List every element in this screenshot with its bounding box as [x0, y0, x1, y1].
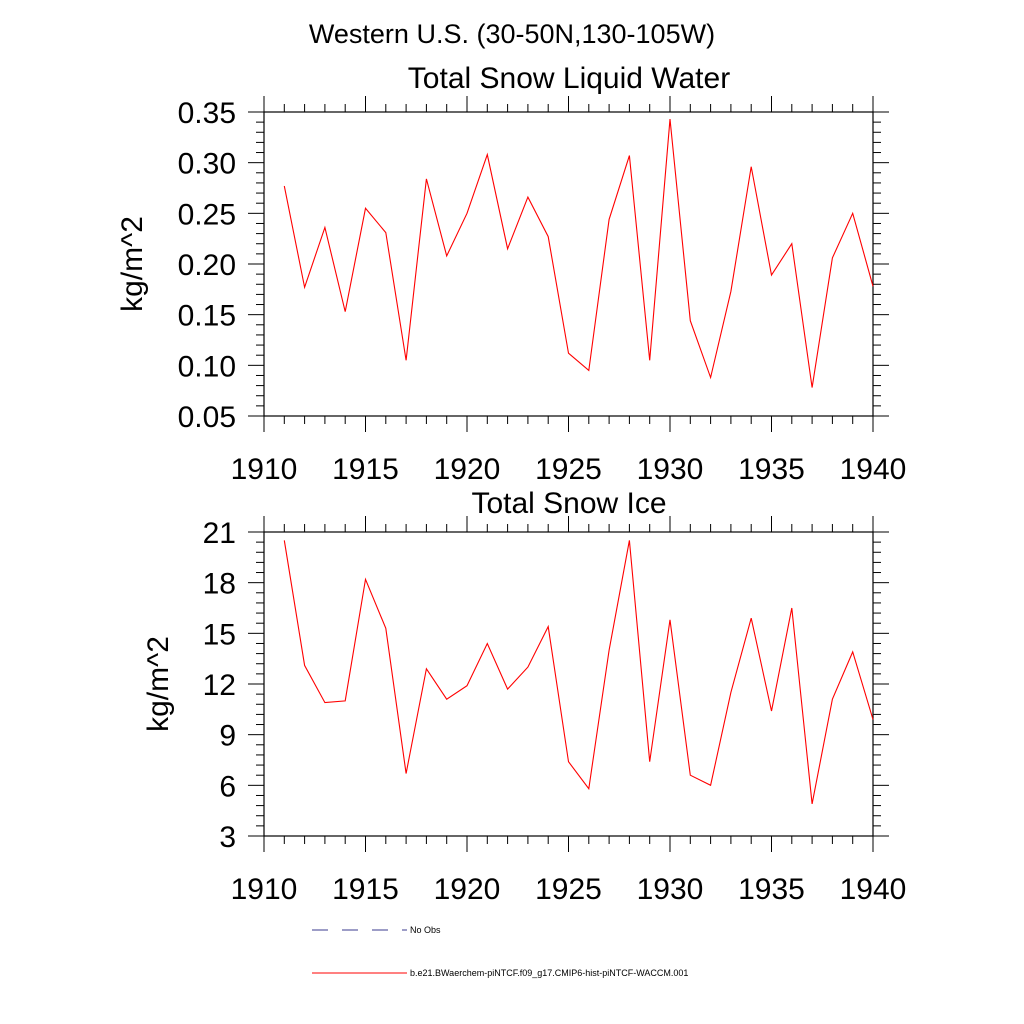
series-line [283, 540, 874, 805]
snow-liquid-water-panel: Total Snow Liquid Water kg/m^2 1910 1915 1… [116, 62, 906, 486]
x-tick-label: 1925 [535, 453, 602, 486]
axes: 1910 1915 1920 1925 1930 1935 1940 0.05 0.10 0.15… [178, 96, 907, 486]
legend-label: No Obs [410, 925, 441, 935]
y-tick-label: 0.20 [178, 249, 236, 282]
y-tick-label: 18 [203, 568, 236, 601]
y-tick-label: 12 [203, 669, 236, 702]
x-tick-label: 1940 [840, 453, 907, 486]
legend-item-no-obs: No Obs [312, 925, 441, 935]
legend-item-model-run: b.e21.BWaerchem-piNTCF.f09_g17.CMIP6-his… [312, 968, 688, 978]
series-line [283, 119, 874, 388]
snow-ice-panel: Total Snow Ice kg/m^2 1910 1915 1920 1925 19… [142, 487, 906, 906]
series-group [283, 119, 874, 388]
x-tick-label: 1910 [231, 453, 298, 486]
legend: No Obs b.e21.BWaerchem-piNTCF.f09_g17.CM… [312, 925, 688, 978]
x-tick-label: 1925 [535, 873, 602, 906]
y-axis-label: kg/m^2 [142, 636, 175, 732]
figure-title: Western U.S. (30-50N,130-105W) [309, 19, 715, 49]
y-tick-label: 0.15 [178, 300, 236, 333]
plot-frame [263, 531, 874, 837]
y-tick-label: 0.25 [178, 198, 236, 231]
y-tick-label: 0.10 [178, 350, 236, 383]
y-tick-label: 3 [219, 821, 236, 854]
x-tick-label: 1935 [738, 453, 805, 486]
x-tick-label: 1930 [637, 453, 704, 486]
x-tick-label: 1930 [637, 873, 704, 906]
x-tick-label: 1940 [840, 873, 907, 906]
series-group [283, 540, 874, 805]
panel-title: Total Snow Ice [471, 487, 666, 520]
y-tick-label: 21 [203, 517, 236, 550]
y-tick-label: 0.35 [178, 97, 236, 130]
x-tick-label: 1915 [332, 873, 399, 906]
plot-frame [263, 111, 874, 417]
axes: 1910 1915 1920 1925 1930 1935 1940 3 6 9 12 15 18 21 [203, 516, 907, 906]
x-tick-label: 1935 [738, 873, 805, 906]
panel-title: Total Snow Liquid Water [408, 62, 730, 95]
x-tick-label: 1920 [434, 873, 501, 906]
x-tick-label: 1915 [332, 453, 399, 486]
y-tick-label: 0.30 [178, 148, 236, 181]
legend-label: b.e21.BWaerchem-piNTCF.f09_g17.CMIP6-his… [410, 968, 688, 978]
x-tick-label: 1910 [231, 873, 298, 906]
y-tick-label: 15 [203, 618, 236, 651]
x-tick-label: 1920 [434, 453, 501, 486]
y-tick-label: 0.05 [178, 401, 236, 434]
y-tick-label: 9 [219, 720, 236, 753]
y-axis-label: kg/m^2 [116, 216, 149, 312]
y-tick-label: 6 [219, 770, 236, 803]
